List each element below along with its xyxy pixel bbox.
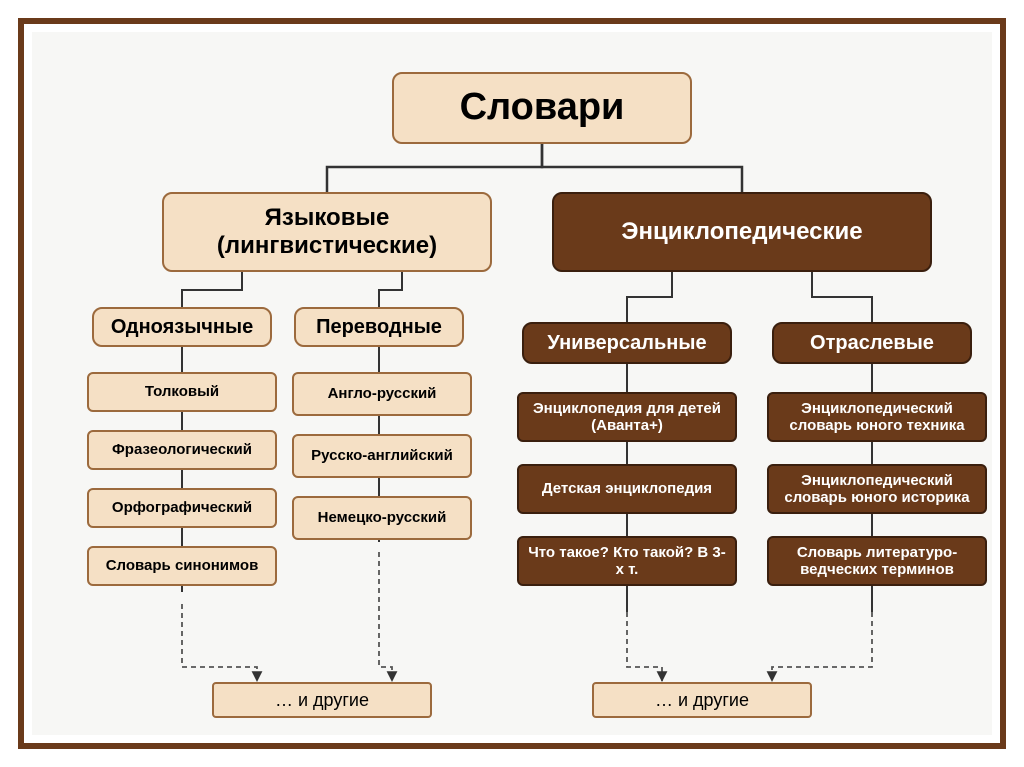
leaf-label: Словарь синонимов	[106, 557, 259, 574]
diagram-canvas: Словари Языковые (лингвистические) Энцик…	[32, 32, 992, 735]
level1-right-label: Энциклопедические	[621, 218, 862, 246]
leaf-label: Орфографический	[112, 499, 252, 516]
leaf-col2-0: Англо-русский	[292, 372, 472, 416]
level2-col2-node: Переводные	[294, 307, 464, 347]
leaf-label: Фразеологический	[112, 441, 252, 458]
level2-col3-label: Универсальные	[547, 332, 706, 355]
leaf-label: Немецко-русский	[318, 509, 447, 526]
level2-col4-node: Отраслевые	[772, 322, 972, 364]
leaf-label: Русско-английский	[311, 447, 453, 464]
level1-right-node: Энциклопедические	[552, 192, 932, 272]
root-label: Словари	[460, 86, 625, 130]
leaf-label: Толковый	[145, 383, 219, 400]
leaf-col1-0: Толковый	[87, 372, 277, 412]
leaf-col4-0: Энциклопедический словарь юного техника	[767, 392, 987, 442]
leaf-col2-2: Немецко-русский	[292, 496, 472, 540]
footer-left-label: … и другие	[275, 690, 369, 711]
level2-col2-label: Переводные	[316, 316, 442, 339]
level2-col1-node: Одноязычные	[92, 307, 272, 347]
leaf-col1-3: Словарь синонимов	[87, 546, 277, 586]
footer-left-node: … и другие	[212, 682, 432, 718]
leaf-col2-1: Русско-английский	[292, 434, 472, 478]
footer-right-node: … и другие	[592, 682, 812, 718]
leaf-label: Энциклопедический словарь юного историка	[775, 472, 979, 507]
level2-col3-node: Универсальные	[522, 322, 732, 364]
leaf-label: Словарь литературо-ведческих терминов	[775, 544, 979, 579]
root-node: Словари	[392, 72, 692, 144]
leaf-col4-2: Словарь литературо-ведческих терминов	[767, 536, 987, 586]
level2-col1-label: Одноязычные	[111, 316, 253, 339]
leaf-col1-2: Орфографический	[87, 488, 277, 528]
outer-frame: Словари Языковые (лингвистические) Энцик…	[18, 18, 1006, 749]
leaf-label: Что такое? Кто такой? В 3-х т.	[525, 544, 729, 579]
leaf-label: Энциклопедический словарь юного техника	[775, 400, 979, 435]
level2-col4-label: Отраслевые	[810, 332, 934, 355]
leaf-col3-2: Что такое? Кто такой? В 3-х т.	[517, 536, 737, 586]
leaf-label: Англо-русский	[328, 385, 437, 402]
leaf-label: Энциклопедия для детей (Аванта+)	[525, 400, 729, 435]
leaf-col3-1: Детская энциклопедия	[517, 464, 737, 514]
leaf-col1-1: Фразеологический	[87, 430, 277, 470]
leaf-label: Детская энциклопедия	[542, 480, 712, 497]
level1-left-node: Языковые (лингвистические)	[162, 192, 492, 272]
leaf-col3-0: Энциклопедия для детей (Аванта+)	[517, 392, 737, 442]
footer-right-label: … и другие	[655, 690, 749, 711]
leaf-col4-1: Энциклопедический словарь юного историка	[767, 464, 987, 514]
level1-left-label: Языковые (лингвистические)	[170, 204, 484, 259]
